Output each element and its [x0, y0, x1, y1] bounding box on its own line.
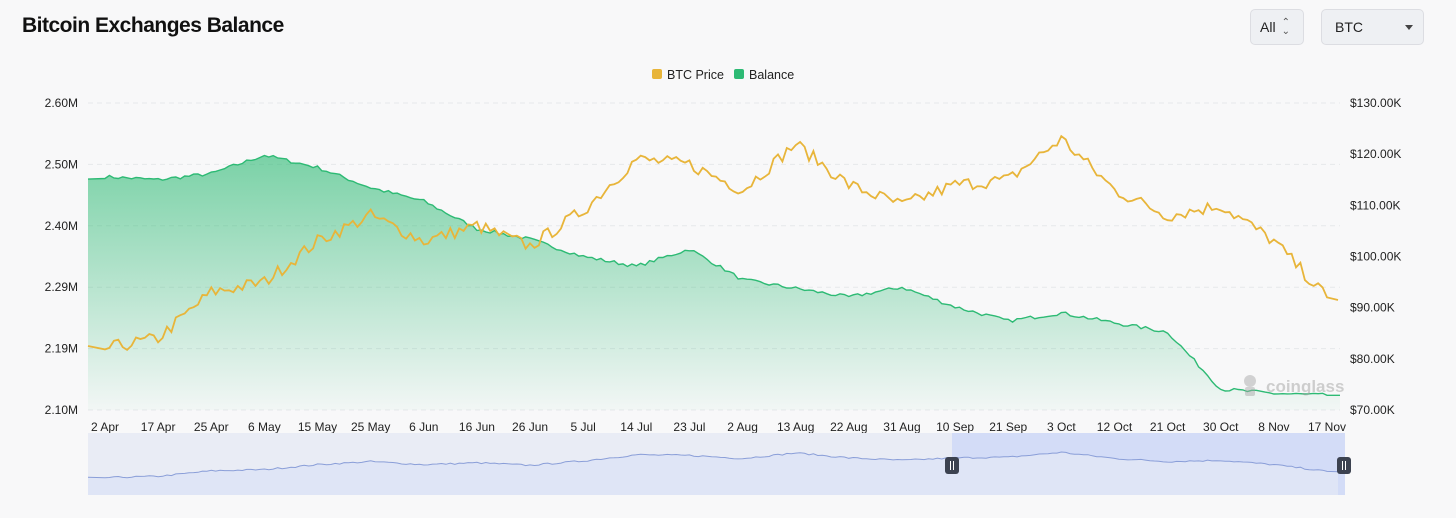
- coinglass-watermark: coinglass: [1244, 375, 1344, 396]
- y-left-tick-label: 2.60M: [45, 96, 78, 110]
- y-left-tick-label: 2.19M: [45, 342, 78, 356]
- navigator-handle-left[interactable]: [945, 457, 959, 474]
- y-left-tick-label: 2.50M: [45, 157, 78, 171]
- x-tick-label: 21 Sep: [989, 420, 1027, 434]
- navigator-handle-right[interactable]: [1337, 457, 1351, 474]
- range-select[interactable]: All ⌃ ⌄: [1250, 9, 1304, 45]
- legend-item-balance[interactable]: Balance: [734, 68, 794, 82]
- range-select-value: All: [1260, 19, 1276, 35]
- y-right-tick-label: $70.00K: [1350, 403, 1395, 417]
- x-tick-label: 21 Oct: [1150, 420, 1186, 434]
- btc-price-series-line: [87, 134, 1339, 352]
- y-right-tick-label: $130.00K: [1350, 96, 1401, 110]
- x-tick-label: 2 Aug: [727, 420, 758, 434]
- y-right-tick-label: $110.00K: [1350, 198, 1401, 212]
- legend-label-balance: Balance: [749, 68, 794, 82]
- y-axis-right: $130.00K $120.00K $110.00K $100.00K $90.00K $…: [1350, 96, 1401, 417]
- x-tick-label: 14 Jul: [620, 420, 652, 434]
- x-tick-label: 25 May: [351, 420, 390, 434]
- x-tick-label: 30 Oct: [1203, 420, 1239, 434]
- x-tick-label: 26 Jun: [512, 420, 548, 434]
- asset-select-value: BTC: [1335, 19, 1363, 35]
- asset-select[interactable]: BTC: [1321, 9, 1424, 45]
- coinglass-logo-icon: [1244, 375, 1256, 396]
- y-right-tick-label: $100.00K: [1350, 250, 1401, 264]
- legend-item-btc-price[interactable]: BTC Price: [652, 68, 724, 82]
- y-axis-left: 2.60M 2.50M 2.40M 2.29M 2.19M 2.10M: [45, 96, 78, 417]
- y-right-tick-label: $90.00K: [1350, 301, 1395, 315]
- x-axis: 2 Apr 17 Apr 25 Apr 6 May 15 May 25 May 6 Jun 1…: [91, 420, 1346, 434]
- x-tick-label: 10 Sep: [936, 420, 974, 434]
- x-tick-label: 17 Apr: [141, 420, 176, 434]
- range-navigator[interactable]: [87, 433, 1351, 495]
- watermark-text: coinglass: [1266, 377, 1344, 396]
- y-right-tick-label: $120.00K: [1350, 147, 1401, 161]
- x-tick-label: 23 Jul: [673, 420, 705, 434]
- y-right-tick-label: $80.00K: [1350, 352, 1395, 366]
- legend-swatch-balance: [734, 69, 744, 79]
- x-tick-label: 22 Aug: [830, 420, 867, 434]
- x-tick-label: 15 May: [298, 420, 337, 434]
- x-tick-label: 12 Oct: [1097, 420, 1133, 434]
- chart-legend: BTC Price Balance: [652, 68, 794, 82]
- balance-area: [88, 155, 1340, 410]
- x-tick-label: 5 Jul: [570, 420, 595, 434]
- up-down-chevron-icon: ⌃ ⌄: [1281, 17, 1290, 37]
- x-tick-label: 6 Jun: [409, 420, 438, 434]
- x-tick-label: 13 Aug: [777, 420, 814, 434]
- y-left-tick-label: 2.10M: [45, 403, 78, 417]
- navigator-line: [87, 451, 1339, 479]
- x-tick-label: 25 Apr: [194, 420, 229, 434]
- legend-label-btc-price: BTC Price: [667, 68, 724, 82]
- x-tick-label: 17 Nov: [1308, 420, 1346, 434]
- legend-swatch-btc-price: [652, 69, 662, 79]
- x-tick-label: 2 Apr: [91, 420, 119, 434]
- x-tick-label: 6 May: [248, 420, 281, 434]
- page-title: Bitcoin Exchanges Balance: [22, 14, 284, 37]
- x-tick-label: 16 Jun: [459, 420, 495, 434]
- chevron-down-icon: [1405, 25, 1413, 30]
- x-tick-label: 8 Nov: [1258, 420, 1289, 434]
- balance-series-line: [87, 154, 1340, 396]
- navigator-area: [88, 452, 1338, 495]
- x-tick-label: 3 Oct: [1047, 420, 1076, 434]
- x-tick-label: 31 Aug: [883, 420, 920, 434]
- y-left-tick-label: 2.40M: [45, 219, 78, 233]
- y-left-tick-label: 2.29M: [45, 280, 78, 294]
